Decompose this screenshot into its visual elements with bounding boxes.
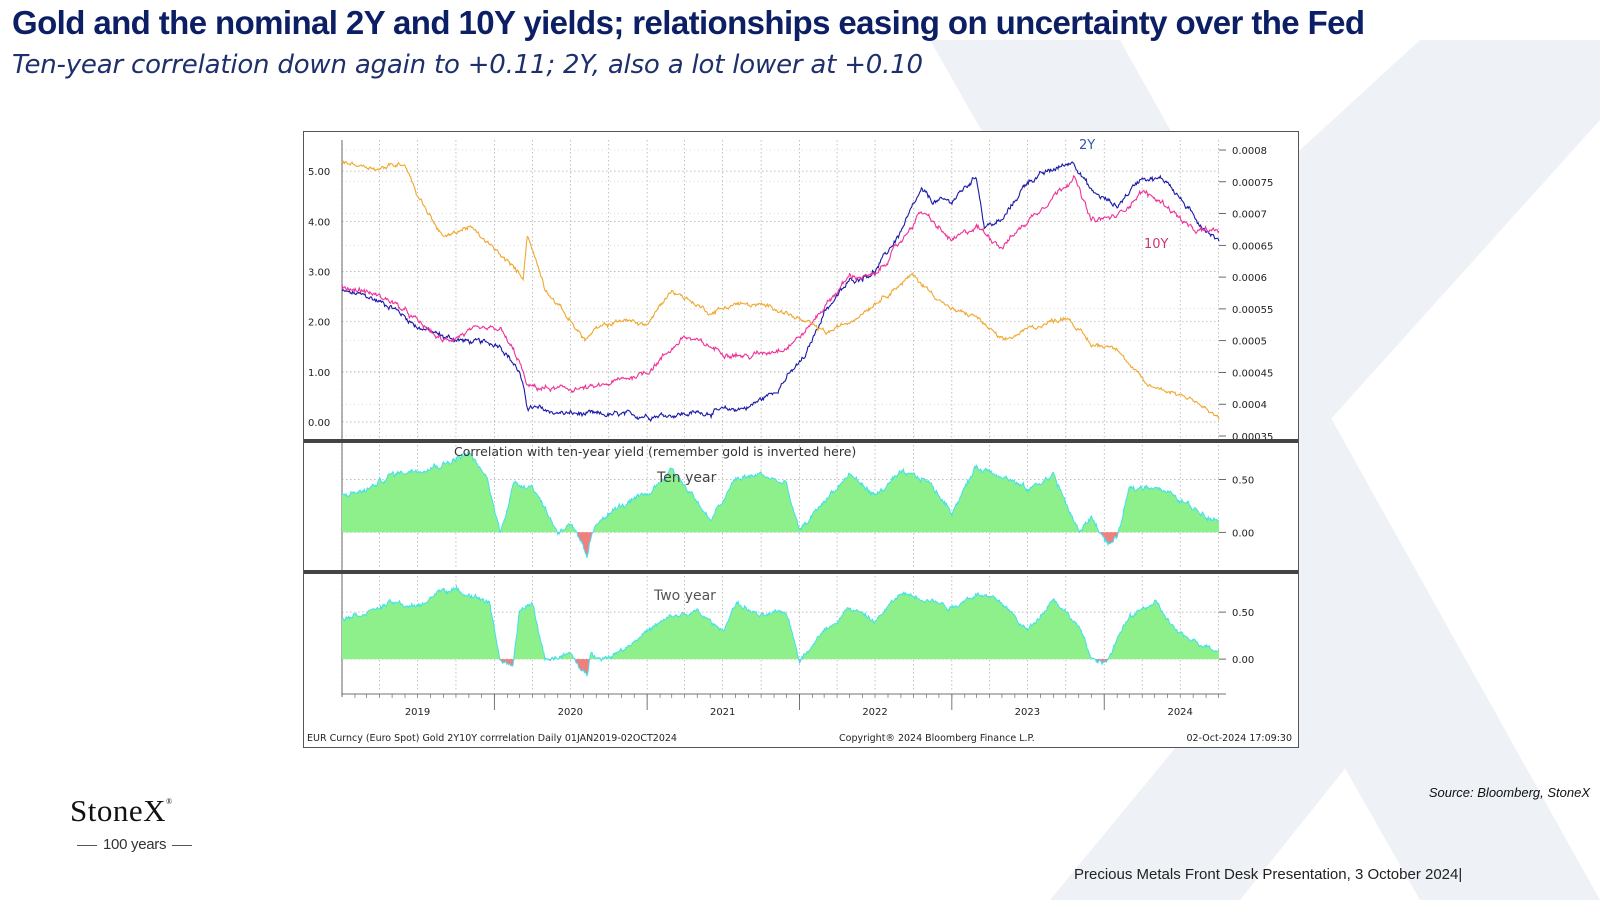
x-axis-year-label: 2024	[1167, 707, 1192, 718]
right-axis-tick: 0.0004	[1232, 400, 1267, 411]
left-axis-tick: 1.00	[308, 368, 330, 379]
x-axis-year-label: 2023	[1015, 707, 1040, 718]
two-year-label: Two year	[653, 588, 716, 604]
x-axis-year-label: 2020	[558, 707, 583, 718]
two-year-corr-negative-area	[342, 659, 1219, 676]
left-axis-tick: 3.00	[308, 267, 330, 278]
footer-text: Precious Metals Front Desk Presentation,…	[1074, 866, 1459, 883]
x-axis-year-label: 2022	[862, 707, 887, 718]
right-axis-tick: 0.0005	[1232, 337, 1267, 348]
annotation-2y: 2Y	[1079, 138, 1095, 153]
ten-year-corr-negative-area	[342, 532, 1219, 558]
ten-year-corr-line	[342, 450, 1220, 559]
x-axis-year-label: 2019	[405, 707, 430, 718]
ten-year-label: Ten year	[656, 470, 717, 486]
two-year-corr-axis-tick: 0.50	[1232, 608, 1254, 619]
label-layer: 0.00 1.00 2.00 3.00 4.00 5.00 0.00035 0.0004 0.0…	[308, 146, 1273, 718]
right-axis-tick: 0.00065	[1232, 241, 1273, 252]
stonex-logo: StoneX®	[70, 793, 173, 829]
annotation-10y: 10Y	[1144, 237, 1169, 252]
right-axis-tick: 0.0008	[1232, 146, 1267, 157]
right-axis-tick: 0.00075	[1232, 178, 1273, 189]
logo-tagline: 100 years	[71, 836, 198, 853]
two-year-corr-positive-area	[342, 586, 1219, 660]
series-line-10y	[342, 174, 1220, 394]
right-axis-tick: 0.00045	[1232, 368, 1273, 379]
chart-footer-copyright: Copyright® 2024 Bloomberg Finance L.P.	[839, 733, 1035, 744]
source-note: Source: Bloomberg, StoneX	[1428, 785, 1590, 800]
series-line-2y	[342, 161, 1220, 422]
left-axis-tick: 4.00	[308, 217, 330, 228]
panel-separator-top	[304, 439, 1298, 443]
chart-footer-left: EUR Curncy (Euro Spot) Gold 2Y10Y corrre…	[307, 733, 677, 744]
ten-year-corr-positive-area	[342, 451, 1219, 533]
left-axis-tick: 2.00	[308, 318, 330, 329]
slide-footer: Precious Metals Front Desk Presentation,…	[1074, 866, 1463, 883]
chart-footer-timestamp: 02-Oct-2024 17:09:30	[1187, 733, 1293, 744]
series-line-gold	[342, 160, 1220, 420]
bloomberg-chart: 0.00 1.00 2.00 3.00 4.00 5.00 0.00035 0.0004 0.0…	[303, 131, 1299, 748]
ten-year-corr-axis-tick: 0.50	[1232, 476, 1254, 487]
panel-separator-bottom	[304, 570, 1298, 574]
slide-title: Gold and the nominal 2Y and 10Y yields; …	[12, 4, 1365, 41]
logo-text: StoneX	[70, 793, 166, 828]
two-year-corr-line	[342, 584, 1220, 678]
right-axis-tick: 0.0006	[1232, 273, 1267, 284]
slide-subtitle: Ten-year correlation down again to +0.11…	[12, 50, 923, 80]
logo-tagline-text: 100 years	[103, 836, 167, 853]
logo-registered-mark: ®	[166, 797, 173, 806]
two-year-corr-axis-tick: 0.00	[1232, 655, 1254, 666]
right-axis-tick: 0.00035	[1232, 432, 1273, 443]
right-axis-tick: 0.00055	[1232, 305, 1273, 316]
left-axis-tick: 0.00	[308, 418, 330, 429]
left-axis-tick: 5.00	[308, 167, 330, 178]
ten-year-corr-axis-tick: 0.00	[1232, 528, 1254, 539]
series-layer	[342, 160, 1220, 678]
chart-canvas: 0.00 1.00 2.00 3.00 4.00 5.00 0.00035 0.0004 0.0…	[304, 138, 1298, 744]
correlation-panel-title: Correlation with ten-year yield (remembe…	[454, 444, 856, 459]
right-axis-tick: 0.0007	[1232, 210, 1267, 221]
x-axis-year-label: 2021	[710, 707, 735, 718]
